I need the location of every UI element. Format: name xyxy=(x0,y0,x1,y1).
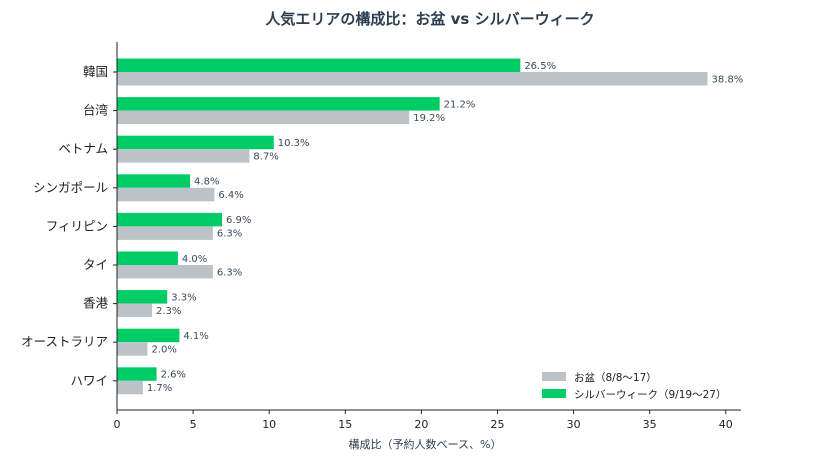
silverweek-value-label: 3.3% xyxy=(171,292,196,303)
chart-title: 人気エリアの構成比：お盆 vs シルバーウィーク xyxy=(265,10,594,28)
x-tick-label: 0 xyxy=(114,418,121,431)
silverweek-value-label: 2.6% xyxy=(161,370,186,381)
category-label: ハワイ xyxy=(70,373,108,388)
category-label: シンガポール xyxy=(33,180,108,195)
x-tick-label: 20 xyxy=(414,418,428,431)
x-tick-label: 5 xyxy=(190,418,197,431)
obon-value-label: 6.3% xyxy=(217,267,242,278)
category-label: タイ xyxy=(83,257,108,272)
silverweek-bar xyxy=(117,290,168,304)
legend-swatch-silverweek xyxy=(542,389,566,398)
silverweek-bar xyxy=(117,97,440,111)
category-label: フィリピン xyxy=(46,218,108,233)
obon-value-label: 6.3% xyxy=(217,229,242,240)
obon-bar xyxy=(117,72,708,86)
silverweek-bar xyxy=(117,174,191,188)
silverweek-value-label: 4.0% xyxy=(182,254,207,265)
category-label: 台湾 xyxy=(83,103,108,118)
silverweek-value-label: 10.3% xyxy=(278,138,310,149)
silverweek-bar xyxy=(117,58,521,72)
x-tick-label: 25 xyxy=(490,418,504,431)
silverweek-value-label: 4.8% xyxy=(194,177,219,188)
silverweek-value-label: 26.5% xyxy=(524,61,556,72)
legend-label-silverweek: シルバーウィーク（9/19〜27） xyxy=(574,389,726,401)
silverweek-bar xyxy=(117,328,180,343)
obon-bar xyxy=(117,380,143,395)
x-tick-label: 30 xyxy=(567,418,581,431)
silverweek-bar xyxy=(117,367,157,381)
silverweek-bar xyxy=(117,212,223,227)
obon-value-label: 1.7% xyxy=(147,383,172,394)
x-tick-label: 15 xyxy=(338,418,352,431)
silverweek-value-label: 21.2% xyxy=(444,99,476,110)
x-tick-label: 35 xyxy=(643,418,657,431)
silverweek-value-label: 4.1% xyxy=(183,331,208,342)
obon-value-label: 6.4% xyxy=(218,190,243,201)
obon-value-label: 2.0% xyxy=(151,344,176,355)
silverweek-bar xyxy=(117,251,178,265)
x-axis-title: 構成比（予約人数ベース、%） xyxy=(349,437,502,451)
category-label: 韓国 xyxy=(83,64,108,79)
plot-area: 韓国 26.5% 38.8% 台湾 21.2% 19.2% ベトナム 10.3%8.7% シンガ… xyxy=(21,42,743,431)
obon-value-label: 2.3% xyxy=(156,306,181,317)
obon-bar xyxy=(117,110,410,125)
category-label: オーストラリア xyxy=(21,334,108,349)
silverweek-bar xyxy=(117,135,274,150)
x-tick-label: 10 xyxy=(262,418,276,431)
obon-bar xyxy=(117,303,153,318)
obon-bar xyxy=(117,265,213,279)
legend-swatch-obon xyxy=(542,372,566,381)
obon-value-label: 8.7% xyxy=(253,151,278,162)
obon-value-label: 38.8% xyxy=(712,74,744,85)
obon-bar xyxy=(117,187,215,202)
obon-bar xyxy=(117,342,148,356)
obon-value-label: 19.2% xyxy=(413,113,445,124)
obon-bar xyxy=(117,149,250,163)
x-tick-label: 40 xyxy=(719,418,733,431)
legend-label-obon: お盆（8/8〜17） xyxy=(574,371,657,384)
category-label: ベトナム xyxy=(58,141,108,156)
category-label: 香港 xyxy=(83,296,109,311)
silverweek-value-label: 6.9% xyxy=(226,215,251,226)
obon-bar xyxy=(117,226,213,240)
